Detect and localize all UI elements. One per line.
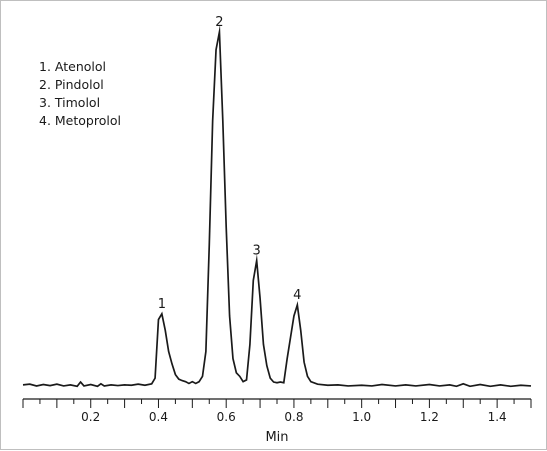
series-group [22, 24, 532, 388]
peak-label: 4 [293, 288, 301, 303]
x-tick-label: 1.2 [420, 410, 439, 424]
peak-label: 3 [253, 244, 261, 259]
x-tick-label: 0.2 [81, 410, 100, 424]
legend-entry: 2. Pindolol [39, 77, 104, 92]
x-tick-label: 0.6 [217, 410, 236, 424]
x-tick-label: 0.4 [149, 410, 168, 424]
x-tick-label: 1.0 [352, 410, 371, 424]
peak-label: 1 [158, 297, 166, 312]
x-axis: 0.2 0.4 0.6 0.8 1.0 1.2 1.4 [22, 398, 532, 424]
peak-label: 2 [215, 15, 223, 30]
legend-entry: 4. Metoprolol [39, 113, 121, 128]
peak-labels: 1 2 3 4 [158, 15, 302, 312]
legend-entry: 3. Timolol [39, 95, 100, 110]
x-tick-label: 0.8 [284, 410, 303, 424]
x-axis-title: Min [265, 430, 288, 445]
legend-entry: 1. Atenolol [39, 59, 106, 74]
x-tick-label: 1.4 [488, 410, 507, 424]
legend: 1. Atenolol 2. Pindolol 3. Timolol 4. Metop… [39, 59, 121, 128]
chromatogram-trace [22, 24, 532, 388]
